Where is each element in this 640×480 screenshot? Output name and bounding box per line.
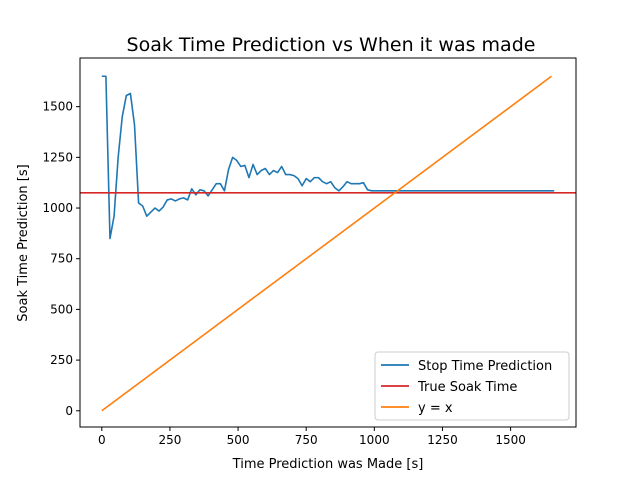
x-tick-label-1: 250 (158, 433, 181, 447)
y-tick-label-1: 250 (50, 353, 73, 367)
y-tick-label-2: 500 (50, 302, 73, 316)
legend: Stop Time Prediction True Soak Time y = x (374, 351, 570, 421)
x-tick-label-2: 500 (227, 433, 250, 447)
series-line-0 (101, 75, 555, 240)
x-tick-label-4: 1000 (359, 433, 390, 447)
y-tick-label-3: 750 (50, 252, 73, 266)
series-line-2 (101, 75, 552, 412)
x-tick-label-6: 1500 (495, 433, 526, 447)
x-tick-label-3: 750 (295, 433, 318, 447)
x-axis-label: Time Prediction was Made [s] (232, 457, 424, 472)
plot-frame (79, 57, 577, 428)
legend-label-0: Stop Time Prediction (418, 359, 552, 374)
y-tick-label-5: 1250 (42, 150, 73, 164)
y-tick-label-6: 1500 (42, 100, 73, 114)
x-tick-label-0: 0 (98, 433, 106, 447)
legend-label-1: True Soak Time (417, 380, 517, 395)
x-tick-label-5: 1250 (427, 433, 458, 447)
plot-area: 0 250 500 750 1000 1250 1500 0 250 500 750 1000 1250… (42, 57, 577, 447)
y-axis-label: Soak Time Prediction [s] (16, 164, 31, 321)
y-tick-label-0: 0 (65, 404, 73, 418)
legend-label-2: y = x (418, 401, 453, 416)
legend-box (374, 351, 570, 421)
y-tick-label-4: 1000 (42, 201, 73, 215)
chart-title: Soak Time Prediction vs When it was made (127, 34, 536, 56)
series-group (80, 75, 576, 412)
